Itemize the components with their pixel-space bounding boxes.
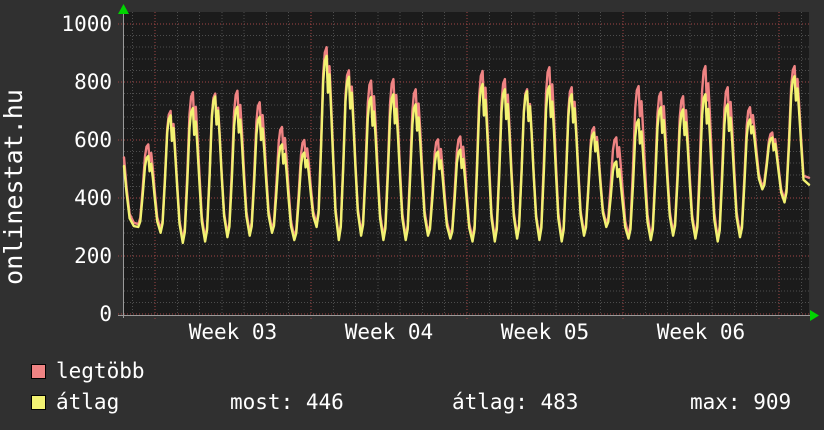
x-tick-label: Week 06 <box>656 320 746 344</box>
y-tick-label: 200 <box>74 244 112 268</box>
y-tick-label: 400 <box>74 186 112 210</box>
legend-swatch-legtobb <box>31 364 46 379</box>
x-axis-arrow-icon <box>810 310 819 321</box>
y-tick-label: 600 <box>74 128 112 152</box>
x-tick-label: Week 04 <box>344 320 434 344</box>
stat-most: most: 446 <box>230 391 344 413</box>
stat-max-value: 909 <box>753 390 792 414</box>
y-tick-label: 0 <box>99 302 112 326</box>
stat-most-label: most: <box>230 390 294 414</box>
y-axis-arrow-icon <box>118 4 129 14</box>
y-tick-label: 1000 <box>61 12 112 36</box>
series-line-avg <box>122 54 811 245</box>
y-tick-label: 800 <box>74 70 112 94</box>
legend-label-legtobb: legtöbb <box>56 359 145 383</box>
x-tick-label: Week 03 <box>188 320 278 344</box>
legend-swatch-atlag <box>31 395 46 410</box>
stat-atlag: átlag: 483 <box>452 391 578 413</box>
stat-atlag-value: 483 <box>540 390 579 414</box>
stat-max-label: max: <box>690 390 741 414</box>
stat-atlag-label: átlag: <box>452 390 528 414</box>
stat-max: max: 909 <box>690 391 791 413</box>
plot-area <box>124 12 809 316</box>
stat-most-value: 446 <box>305 390 344 414</box>
legend-label-atlag: átlag <box>56 390 120 414</box>
x-tick-label: Week 05 <box>500 320 590 344</box>
